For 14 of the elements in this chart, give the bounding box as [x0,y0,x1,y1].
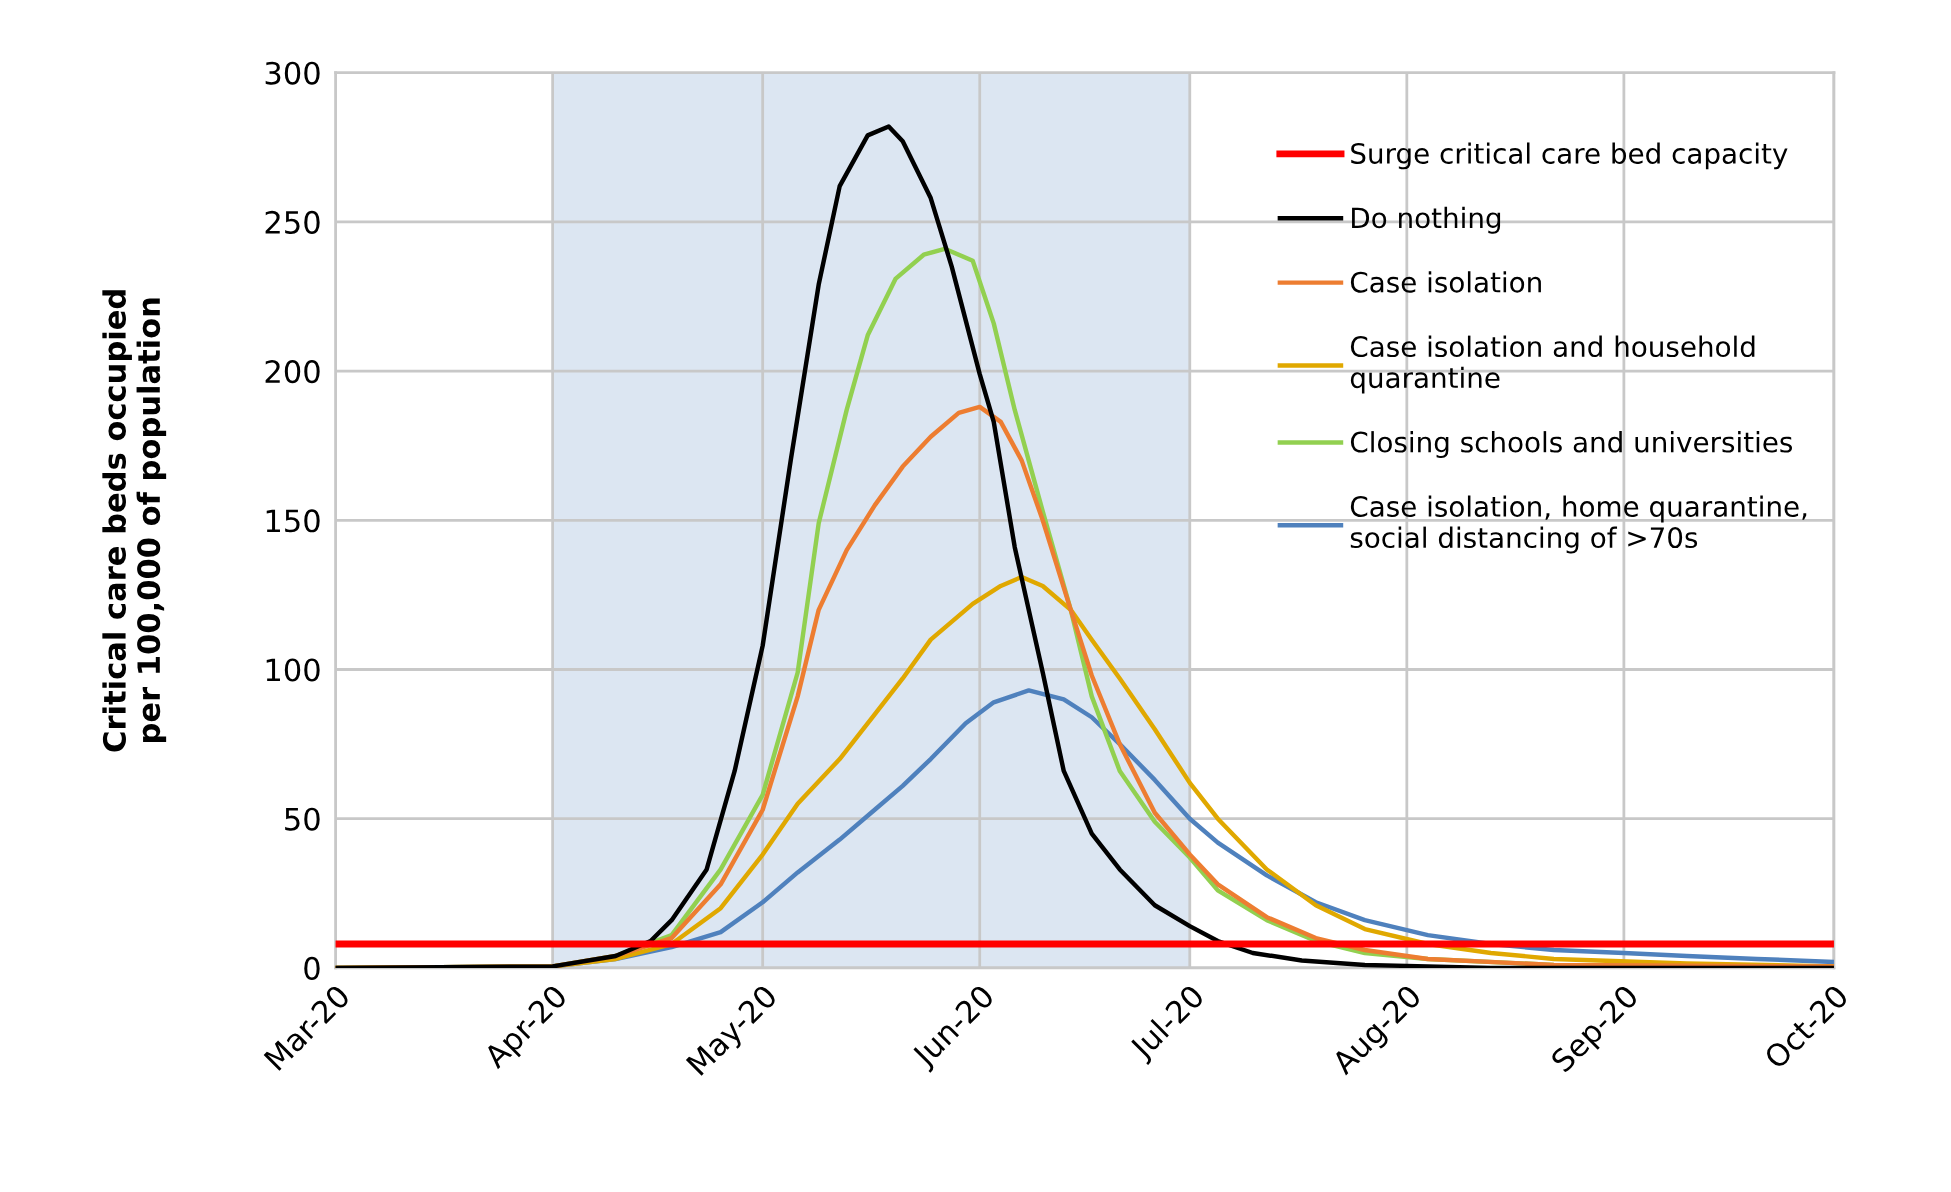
y-tick-label: 200 [265,360,320,384]
legend-label: Case isolation [1350,271,1541,293]
y-axis-title: Critical care beds occupied per 100,000 of population [102,290,167,752]
legend-label: Case isolation and household quarantine [1350,335,1755,394]
legend-label: Do nothing [1352,206,1501,234]
y-tick-label: 150 [266,509,320,533]
y-tick-label: 100 [266,658,320,682]
legend-label: Case isolation, home quarantine, social distancing of >70s [1350,495,1807,554]
legend-label: Surge critical care bed capacity [1351,142,1788,170]
y-tick-label: 250 [265,210,320,234]
legend-label: Closing schools and universities [1350,431,1793,458]
y-tick-label: 0 [304,956,320,980]
y-tick-label: 300 [265,61,320,85]
y-tick-label: 50 [285,807,320,831]
